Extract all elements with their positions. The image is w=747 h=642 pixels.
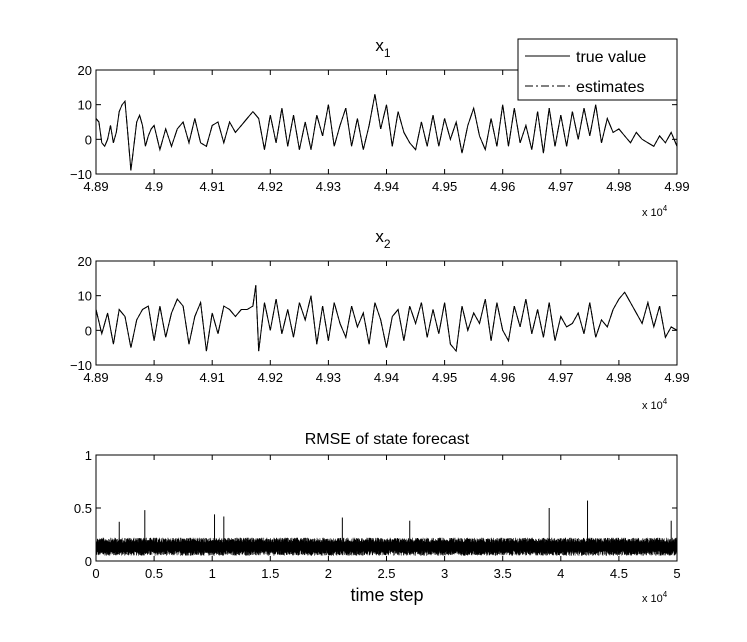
panel-x1-x-tick-label: 4.95 bbox=[432, 179, 457, 194]
panel-x2: x2 4.89 4.9 4.91 4.92 4.93 4.94 4.95 4.96 4.97 4.… bbox=[70, 227, 690, 412]
panel-rmse-x-tick-label: 2 bbox=[325, 566, 332, 581]
panel-x2-x-tick-label: 4.91 bbox=[200, 370, 225, 385]
panel-x2-x-tick-label: 4.97 bbox=[548, 370, 573, 385]
panel-x1-x-tick-label: 4.96 bbox=[490, 179, 515, 194]
panel-rmse-x-tick-label: 1.5 bbox=[261, 566, 279, 581]
legend-box bbox=[517, 38, 678, 101]
panel-x1-x-tick-label: 4.94 bbox=[374, 179, 399, 194]
legend-label-true-value: true value bbox=[576, 49, 646, 66]
panel-rmse-x-exponent: x 104 bbox=[642, 590, 668, 605]
panel-rmse-y-tick-label: 0.5 bbox=[74, 501, 92, 516]
panel-x1-y-tick-label: 10 bbox=[78, 98, 92, 113]
panel-x2-x-tick-label: 4.92 bbox=[258, 370, 283, 385]
panel-x1-x-exponent: x 104 bbox=[642, 204, 668, 219]
panel-x1-title: x1 bbox=[375, 36, 391, 60]
panel-x2-x-tick-label: 4.96 bbox=[490, 370, 515, 385]
panel-x2-x-tick-label: 4.99 bbox=[664, 370, 689, 385]
panel-rmse-x-tick-label: 2.5 bbox=[377, 566, 395, 581]
panel-rmse-x-tick-label: 3.5 bbox=[494, 566, 512, 581]
panel-x1-y-tick-label: 20 bbox=[78, 63, 92, 78]
panel-x1-x-tick-label: 4.92 bbox=[258, 179, 283, 194]
panel-x1-x-tick-label: 4.93 bbox=[316, 179, 341, 194]
panel-rmse-title: RMSE of state forecast bbox=[305, 431, 470, 448]
panel-x2-y-tick-label: −10 bbox=[70, 358, 92, 373]
panel-x1-y-tick-label: −10 bbox=[70, 167, 92, 182]
legend: true value estimates bbox=[517, 38, 678, 101]
panel-rmse-x-tick-label: 4.5 bbox=[610, 566, 628, 581]
panel-rmse-x-tick-label: 3 bbox=[441, 566, 448, 581]
panel-x2-x-tick-label: 4.95 bbox=[432, 370, 457, 385]
panel-rmse-x-axis-label: time step bbox=[350, 585, 423, 605]
panel-rmse-x-tick-label: 5 bbox=[673, 566, 680, 581]
panel-x2-x-exponent: x 104 bbox=[642, 397, 668, 412]
panel-x2-y-tick-label: 20 bbox=[78, 254, 92, 269]
panel-x2-x-tick-label: 4.89 bbox=[83, 370, 108, 385]
panel-x1-x-tick-label: 4.99 bbox=[664, 179, 689, 194]
legend-label-estimates: estimates bbox=[576, 79, 644, 96]
panel-x1-series-estimates bbox=[95, 94, 678, 171]
panel-rmse-y-tick-label: 1 bbox=[85, 448, 92, 463]
panel-rmse-y-tick-label: 0 bbox=[85, 554, 92, 569]
panel-x2-x-tick-label: 4.94 bbox=[374, 370, 399, 385]
panel-x1-x-tick-label: 4.98 bbox=[606, 179, 631, 194]
panel-x1-x-tick-label: 4.97 bbox=[548, 179, 573, 194]
panel-rmse-x-tick-label: 1 bbox=[209, 566, 216, 581]
panel-x2-series-estimates bbox=[95, 285, 678, 353]
panel-x2-y-tick-label: 0 bbox=[85, 323, 92, 338]
panel-x2-x-tick-label: 4.93 bbox=[316, 370, 341, 385]
panel-x1-y-tick-label: 0 bbox=[85, 132, 92, 147]
panel-x1-x-tick-label: 4.9 bbox=[145, 179, 163, 194]
panel-x1: x1 4.89 4.9 4.91 4.92 4.93 4.94 4.95 4.96 4.97 4.… bbox=[70, 36, 690, 219]
panel-rmse: RMSE of state forecast 0 0.5 1 1.5 2 2.5 3 3.5 4… bbox=[74, 431, 681, 605]
panel-x1-x-tick-label: 4.89 bbox=[83, 179, 108, 194]
panel-x2-x-tick-label: 4.9 bbox=[145, 370, 163, 385]
panel-rmse-series-line bbox=[95, 537, 678, 556]
panel-x1-x-tick-label: 4.91 bbox=[200, 179, 225, 194]
panel-rmse-x-tick-label: 4 bbox=[557, 566, 564, 581]
panel-x2-title: x2 bbox=[375, 227, 391, 251]
panel-rmse-x-tick-label: 0 bbox=[92, 566, 99, 581]
panel-x2-y-tick-label: 10 bbox=[78, 289, 92, 304]
panel-x2-x-tick-label: 4.98 bbox=[606, 370, 631, 385]
panel-rmse-x-tick-label: 0.5 bbox=[145, 566, 163, 581]
